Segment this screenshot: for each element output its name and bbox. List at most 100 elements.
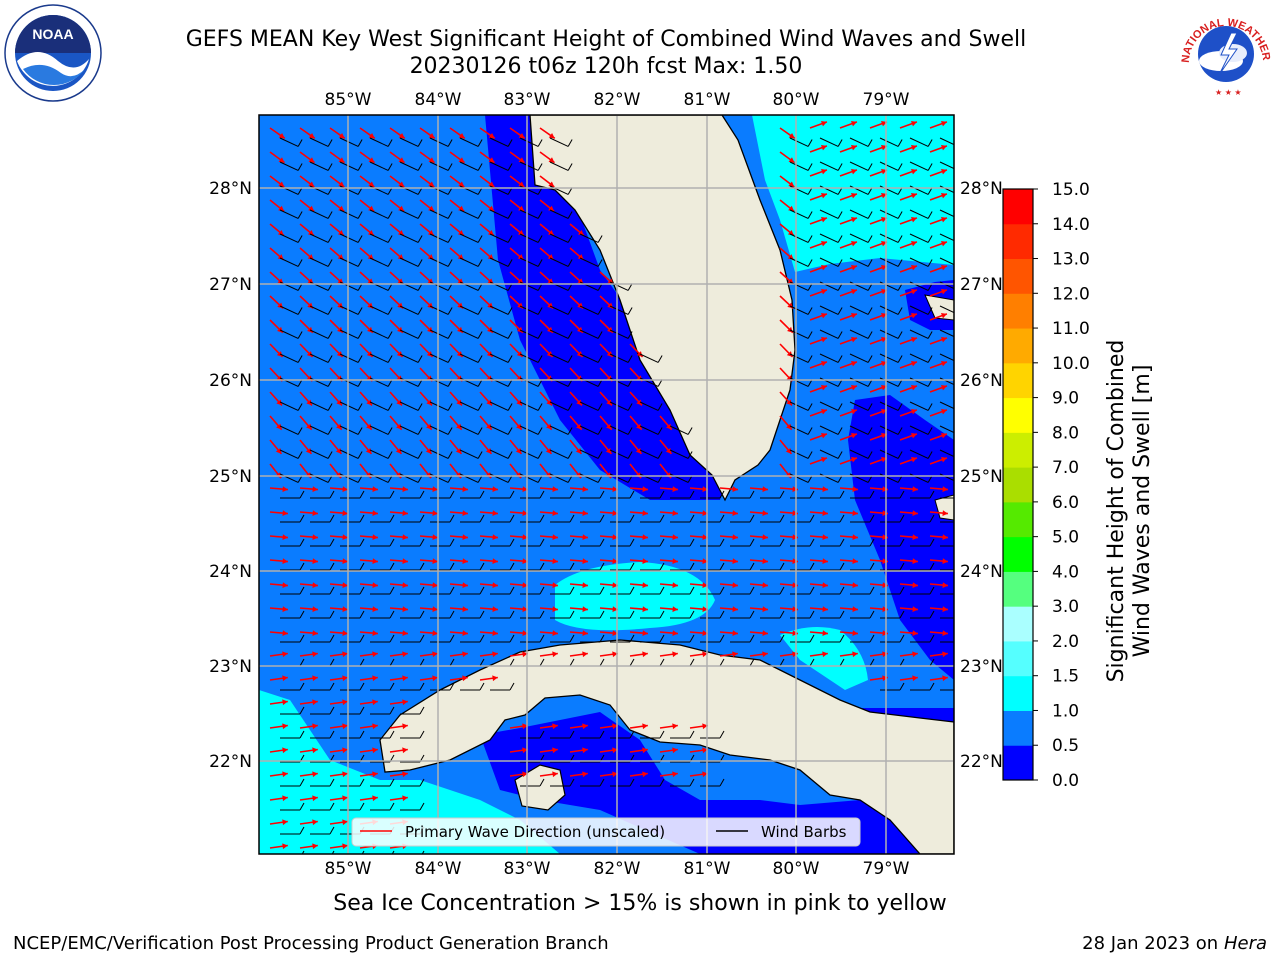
wave-arrow-head bbox=[432, 630, 438, 636]
wind-barb-flag bbox=[417, 355, 423, 363]
wave-arrow-head bbox=[306, 423, 312, 430]
lon-label: 85°W bbox=[325, 90, 372, 110]
wave-arrow-head bbox=[342, 606, 348, 612]
wind-barb-flag bbox=[897, 451, 903, 459]
wave-arrow-head bbox=[732, 651, 738, 658]
wind-barb-flag bbox=[599, 610, 605, 619]
wind-barb-flag bbox=[899, 682, 905, 691]
wind-barb-flag bbox=[539, 490, 545, 499]
wind-barb-flag bbox=[299, 610, 305, 619]
wave-arrow-head bbox=[820, 408, 827, 415]
wave-arrow-head bbox=[576, 399, 582, 406]
wave-arrow-head bbox=[910, 120, 917, 127]
wave-arrow-head bbox=[850, 408, 857, 415]
wind-barb-flag bbox=[421, 850, 425, 854]
wave-arrow-head bbox=[940, 336, 947, 343]
wind-barb-flag bbox=[567, 211, 573, 219]
wind-barb-flag bbox=[537, 355, 543, 363]
wind-barb bbox=[309, 161, 329, 171]
wind-barb-flag bbox=[387, 259, 393, 267]
wave-arrow-head bbox=[732, 558, 738, 564]
wave-arrow-head bbox=[402, 675, 408, 682]
wind-barb-flag bbox=[659, 658, 665, 667]
wave-arrow-head bbox=[576, 423, 582, 430]
wave-arrow-head bbox=[852, 534, 858, 540]
wind-barb-flag bbox=[419, 586, 425, 595]
wind-barb-flag bbox=[719, 490, 725, 499]
wave-arrow-head bbox=[487, 229, 494, 236]
wave-arrow-head bbox=[402, 747, 408, 754]
wave-arrow-head bbox=[492, 582, 498, 588]
wind-barb-flag bbox=[507, 331, 513, 339]
wind-barb-flag bbox=[869, 562, 875, 571]
wind-barb-flag bbox=[327, 235, 333, 243]
wind-barb-flag bbox=[569, 514, 575, 523]
wave-arrow-head bbox=[732, 630, 738, 636]
wave-arrow-head bbox=[575, 448, 582, 454]
wind-barb-flag bbox=[569, 490, 575, 499]
wind-barb-flag bbox=[537, 259, 543, 267]
wind-barb-flag bbox=[449, 682, 455, 691]
wave-arrow-head bbox=[910, 288, 917, 295]
wind-barb bbox=[909, 353, 929, 363]
colorbar-title: Significant Height of Combined Wind Wave… bbox=[1104, 301, 1156, 721]
wave-arrow-head bbox=[672, 534, 678, 540]
wind-barb-flag bbox=[357, 139, 363, 147]
wave-arrow-head bbox=[396, 351, 403, 357]
colorbar-segment bbox=[1003, 223, 1033, 260]
wave-arrow-head bbox=[457, 229, 464, 236]
wind-barb-flag bbox=[749, 514, 755, 523]
wave-arrow-head bbox=[882, 534, 888, 540]
wind-barb bbox=[579, 257, 599, 267]
wave-arrow-head bbox=[910, 192, 917, 199]
wave-arrow-head bbox=[852, 510, 858, 516]
wave-arrow-head bbox=[642, 651, 648, 658]
wave-arrow-head bbox=[612, 606, 618, 612]
wind-barb bbox=[489, 329, 509, 339]
lat-label: 23°N bbox=[209, 657, 252, 677]
wave-arrow-head bbox=[492, 675, 498, 682]
map-frame bbox=[258, 114, 955, 855]
wave-arrow-head bbox=[517, 326, 523, 333]
wind-barb-flag bbox=[507, 139, 513, 147]
wave-arrow-head bbox=[547, 254, 554, 260]
wave-arrow-head bbox=[820, 216, 827, 223]
lon-label: 81°W bbox=[684, 90, 731, 110]
wave-arrow-head bbox=[850, 384, 857, 391]
wind-barb bbox=[909, 161, 929, 171]
wind-barb bbox=[369, 161, 389, 171]
wind-barb-flag bbox=[297, 307, 303, 315]
wave-arrow-head bbox=[402, 606, 408, 612]
wave-arrow-head bbox=[762, 510, 768, 516]
wind-barb bbox=[549, 257, 569, 267]
wind-barb-flag bbox=[719, 562, 725, 571]
wave-arrow-head bbox=[552, 651, 558, 658]
wind-barb bbox=[789, 449, 809, 459]
wave-arrow-head bbox=[462, 651, 468, 658]
wind-barb-flag bbox=[419, 706, 425, 715]
wind-barb-flag bbox=[359, 490, 365, 499]
wave-arrow-head bbox=[786, 423, 792, 430]
wave-arrow-head bbox=[372, 558, 378, 564]
wave-arrow-head bbox=[910, 264, 917, 271]
wave-arrow-head bbox=[612, 558, 618, 564]
wave-arrow-head bbox=[702, 651, 708, 658]
wind-barb bbox=[909, 425, 929, 435]
wind-barb-flag bbox=[569, 538, 575, 547]
colorbar-segment bbox=[1003, 675, 1033, 711]
wind-barb-flag bbox=[447, 451, 453, 459]
colorbar-title-line2: Wind Waves and Swell [m] bbox=[1130, 364, 1155, 658]
wave-arrow-head bbox=[312, 675, 318, 682]
wave-arrow-head bbox=[548, 132, 555, 139]
wind-barb bbox=[939, 329, 954, 338]
wind-barb-flag bbox=[960, 683, 964, 690]
wind-barb bbox=[459, 137, 479, 147]
wave-arrow-head bbox=[372, 651, 378, 658]
wind-barb-flag bbox=[329, 634, 335, 643]
wind-barb-flag bbox=[301, 850, 305, 854]
wind-barb bbox=[819, 425, 839, 435]
wind-barb bbox=[939, 305, 954, 314]
wind-barb-flag bbox=[567, 451, 573, 459]
wave-arrow-head bbox=[428, 157, 435, 163]
wave-arrow-head bbox=[552, 771, 558, 778]
